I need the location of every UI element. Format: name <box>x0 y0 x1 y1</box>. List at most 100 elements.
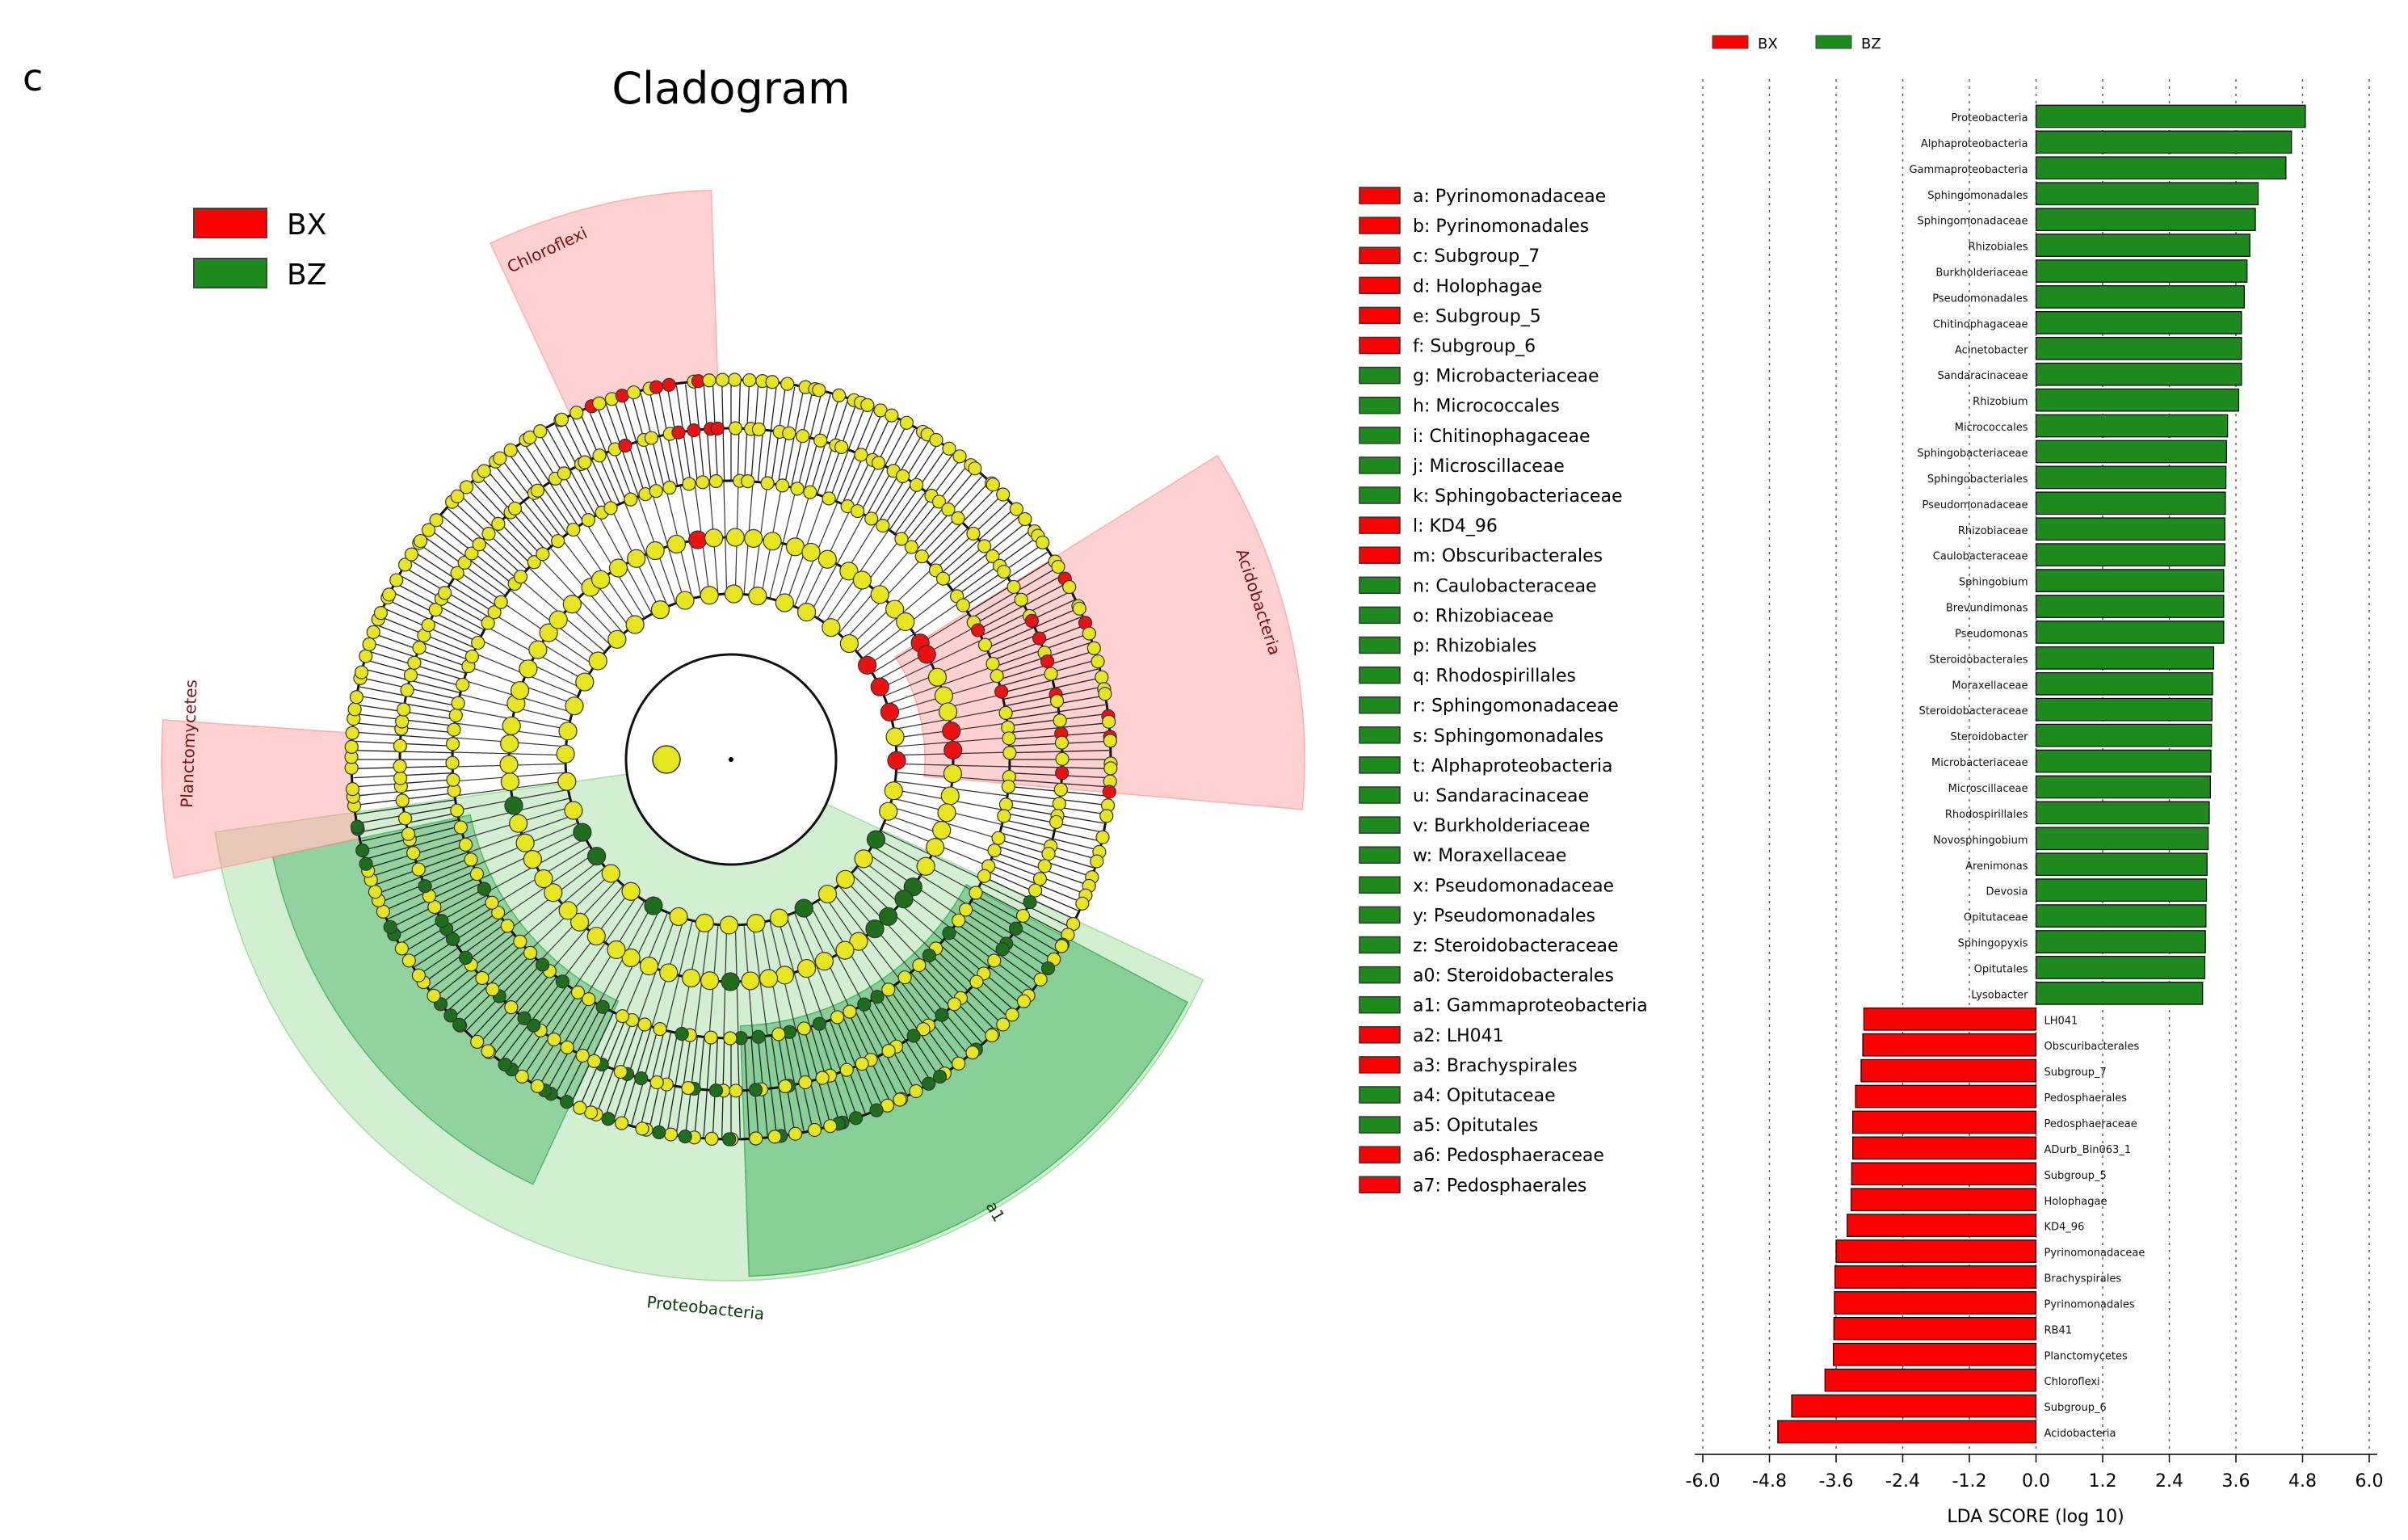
lda-category-label: Pseudomonadales <box>1932 292 2028 305</box>
cladogram-node <box>452 1017 467 1032</box>
cladogram-node <box>951 511 965 526</box>
taxa-key-swatch <box>1359 187 1401 204</box>
taxa-key-swatch <box>1359 427 1401 444</box>
cladogram-node <box>1002 731 1016 746</box>
lda-tick-label: 1.2 <box>2089 1471 2117 1492</box>
cladogram-branch <box>473 482 542 556</box>
cladogram-node <box>715 372 729 387</box>
lda-tick-label: -4.8 <box>1752 1471 1787 1492</box>
cladogram-node <box>681 1080 696 1096</box>
cladogram-node <box>438 586 452 600</box>
lda-bar <box>2035 982 2204 1005</box>
lda-category-label: Sphingobium <box>1959 577 2028 589</box>
cladogram-node <box>938 702 958 722</box>
cladogram-node <box>937 803 956 823</box>
lda-bar <box>2035 414 2229 438</box>
cladogram-branch <box>880 638 983 689</box>
cladogram-node <box>575 1048 590 1063</box>
cladogram-node <box>458 837 473 852</box>
taxa-key-label: b: Pyrinomonadales <box>1413 217 1589 237</box>
cladogram-node <box>935 571 951 586</box>
cladogram-node <box>959 903 973 917</box>
lda-category-label: Acidobacteria <box>2044 1428 2116 1440</box>
lda-bar-chart: BX BZ Proteobacteria Alphaproteobacteria G… <box>1686 35 2384 1527</box>
cladogram-node <box>794 898 813 918</box>
cladogram-node <box>751 422 766 437</box>
taxa-key-label: a3: Brachyspirales <box>1413 1056 1578 1076</box>
lda-bar <box>2035 234 2250 257</box>
cladogram-node <box>464 546 479 561</box>
taxa-key-label: a7: Pedosphaerales <box>1413 1176 1586 1196</box>
cladogram-branch <box>986 608 1078 649</box>
cladogram-node <box>942 926 956 940</box>
lda-category-label: Lysobacter <box>1971 989 2028 1001</box>
cladogram-node <box>544 883 563 903</box>
cladogram-node <box>760 476 775 490</box>
cladogram-branch <box>763 1036 778 1135</box>
lda-bar <box>2035 646 2215 670</box>
cladogram-node <box>530 483 545 498</box>
cladogram-node <box>696 475 710 490</box>
cladogram-node <box>418 879 432 894</box>
cladogram-node <box>942 722 961 741</box>
cladogram-node <box>798 1075 813 1090</box>
cladogram-node <box>700 971 720 991</box>
cladogram-node <box>708 473 724 489</box>
cladogram-node <box>952 449 967 464</box>
cladogram-node <box>649 380 664 394</box>
lda-category-label: Subgroup_5 <box>2044 1170 2107 1182</box>
cladogram-node <box>649 484 663 499</box>
cladogram-node <box>894 532 909 546</box>
cladogram-node <box>952 913 966 928</box>
cladogram-node <box>998 705 1013 720</box>
cladogram-node <box>456 677 470 692</box>
legend-swatch-bz <box>193 258 267 288</box>
lda-category-label: Steroidobacter <box>1951 731 2029 743</box>
lda-category-label: Rhizobium <box>1973 396 2028 408</box>
cladogram-node <box>397 811 413 826</box>
cladogram-node <box>998 797 1014 812</box>
cladogram-branch <box>1001 668 1099 694</box>
cladogram-branch <box>366 832 463 860</box>
cladogram-node <box>653 1021 667 1037</box>
lda-category-label: Microbacteriaceae <box>1931 757 2028 769</box>
cladogram-node <box>344 739 359 754</box>
cladogram-node <box>582 992 596 1007</box>
cladogram-node <box>592 396 607 410</box>
cladogram-node <box>395 714 410 729</box>
cladogram-node <box>728 421 743 435</box>
cladogram-node <box>748 1083 763 1097</box>
cladogram-node <box>968 461 982 476</box>
lda-category-label: KD4_96 <box>2044 1222 2085 1234</box>
taxa-key-label: t: Alphaproteobacteria <box>1413 756 1613 776</box>
cladogram-node <box>990 668 1004 684</box>
lda-category-label: Opitutales <box>1974 963 2028 975</box>
cladogram-node <box>1037 859 1052 873</box>
cladogram-node <box>719 915 739 935</box>
cladogram-node <box>775 478 790 493</box>
cladogram-node <box>627 549 646 568</box>
taxa-key-label: y: Pseudomonadales <box>1413 906 1595 926</box>
cladogram-node <box>547 1032 561 1047</box>
cladogram-node <box>527 1018 541 1033</box>
taxa-key-swatch <box>1359 906 1401 924</box>
cladogram-node <box>639 956 659 976</box>
cladogram-node <box>885 727 905 747</box>
cladogram-node <box>523 945 538 960</box>
taxa-key-label: a6: Pedosphaeraceae <box>1413 1146 1604 1166</box>
cladogram-node <box>879 802 898 821</box>
cladogram-node <box>503 443 518 457</box>
lda-bar <box>1834 1291 2037 1315</box>
cladogram-node <box>491 516 506 531</box>
cladogram-node <box>674 1026 689 1041</box>
cladogram-node <box>504 796 523 815</box>
cladogram-node <box>412 641 427 655</box>
cladogram-node <box>1016 994 1032 1008</box>
cladogram-node <box>401 953 416 968</box>
cladogram-node <box>817 884 838 904</box>
cladogram-node <box>536 547 550 562</box>
lda-bars <box>1777 104 2306 1444</box>
cladogram-branch <box>354 731 453 740</box>
cladogram-node <box>570 985 586 999</box>
cladogram-node <box>362 637 376 652</box>
